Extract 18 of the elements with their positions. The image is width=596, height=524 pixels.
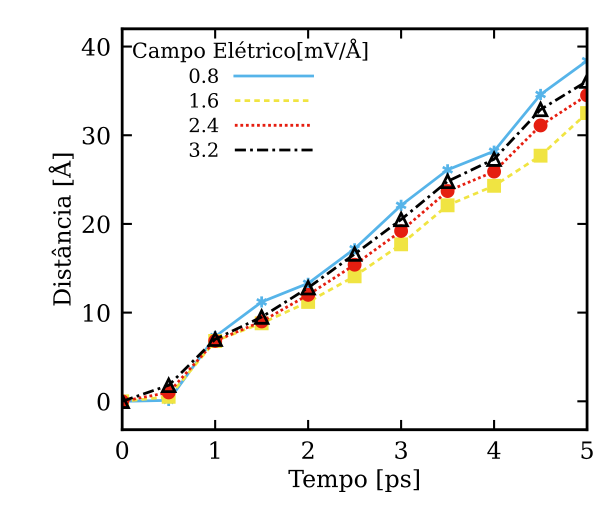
x-tick-label: 4 (487, 441, 500, 459)
y-tick-label: 0 (98, 392, 110, 411)
y-tick-label: 40 (82, 38, 110, 56)
x-tick-label: 3 (395, 441, 407, 460)
legend-label: 1.6 (190, 93, 218, 108)
y-tick-label: 10 (84, 304, 110, 322)
x-tick-label: 2 (302, 441, 314, 459)
y-tick-label: 30 (82, 126, 110, 145)
x-tick-label: 1 (210, 441, 220, 459)
legend-label: 2.4 (190, 118, 218, 132)
x-tick-label: 0 (116, 441, 128, 460)
y-axis-title: Distância [Å] (48, 154, 74, 306)
legend-label: 3.2 (190, 142, 218, 158)
x-tick-label: 5 (582, 442, 593, 460)
legend-label: 0.8 (190, 68, 218, 84)
legend-title: Campo Elétrico[mV/Å] (133, 38, 368, 62)
y-tick-label: 20 (82, 215, 110, 234)
x-axis-title: Tempo [ps] (288, 469, 419, 492)
